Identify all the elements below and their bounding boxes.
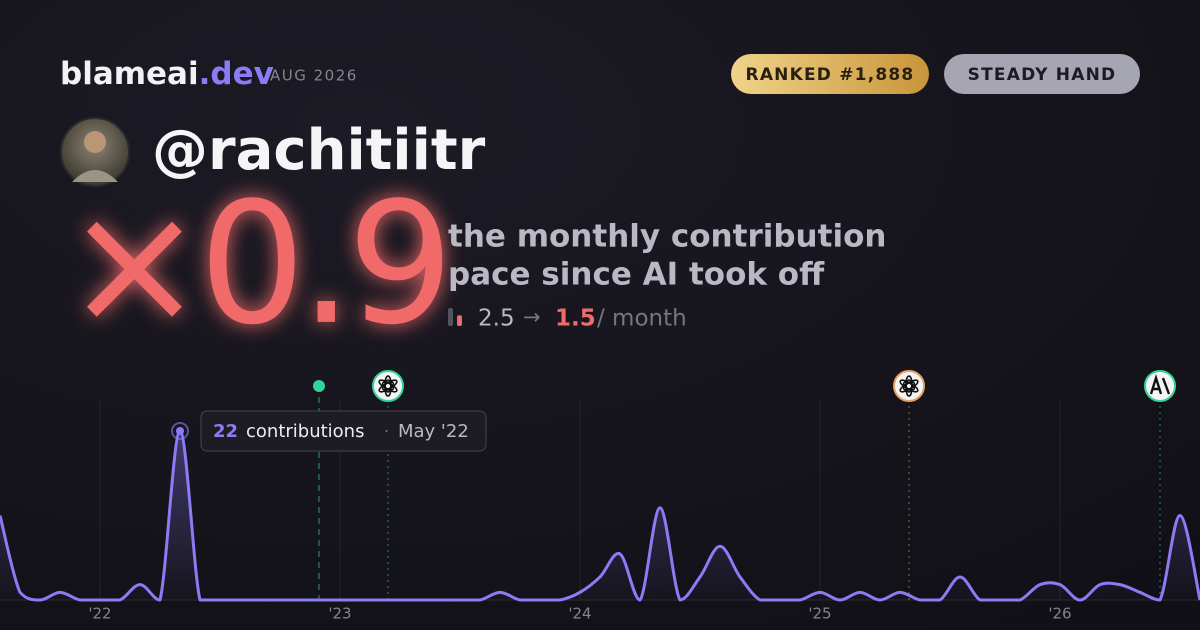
unit: / month — [597, 306, 687, 332]
avatar-face — [84, 131, 106, 153]
tooltip-date: May '22 — [398, 421, 469, 442]
arrow: → — [523, 305, 541, 329]
before-value: 2.5 — [478, 306, 515, 332]
after-bar — [457, 315, 462, 326]
caption-line: pace since AI took off — [448, 257, 825, 293]
rank-badge — [731, 54, 929, 94]
caption-line: the monthly contribution — [448, 219, 886, 255]
tier-badge — [944, 54, 1140, 94]
tooltip-label: contributions — [246, 421, 364, 442]
tooltip-separator: · — [384, 422, 389, 441]
x-tick-label: '25 — [808, 605, 831, 623]
logo-petal — [899, 379, 916, 391]
brand-tld: .dev — [199, 56, 274, 92]
tooltip — [200, 410, 487, 452]
event-icon — [372, 370, 404, 402]
anthropic-logo — [1149, 373, 1171, 395]
x-tick-label: '22 — [88, 605, 111, 623]
brand: blameai.dev — [60, 56, 274, 92]
chart: '22 '23 '24 '25 '26 22 contributions · May '22 — [0, 370, 1200, 623]
date: AUG 2026 — [270, 67, 358, 85]
tier-badge-text: STEADY HAND — [968, 65, 1117, 85]
x-tick-label: '23 — [328, 605, 351, 623]
multiplier: ×0.9 — [64, 166, 448, 362]
line — [0, 429, 1200, 602]
event-icon — [1144, 370, 1176, 402]
avatar-body — [72, 170, 118, 182]
logo-petal — [378, 379, 395, 391]
event-icon — [893, 370, 925, 402]
peak-dot — [176, 427, 184, 435]
handle: @rachitiitr — [152, 118, 486, 183]
before-bar — [448, 308, 453, 326]
event-dot — [313, 380, 325, 392]
x-tick-label: '24 — [568, 605, 591, 623]
after-value: 1.5 — [555, 306, 596, 332]
tooltip-value: 22 — [213, 421, 238, 442]
x-tick-label: '26 — [1048, 605, 1071, 623]
rank-badge-text: RANKED #1,888 — [746, 65, 915, 85]
peak-ring — [171, 422, 189, 440]
brand-name: blameai — [60, 56, 199, 92]
